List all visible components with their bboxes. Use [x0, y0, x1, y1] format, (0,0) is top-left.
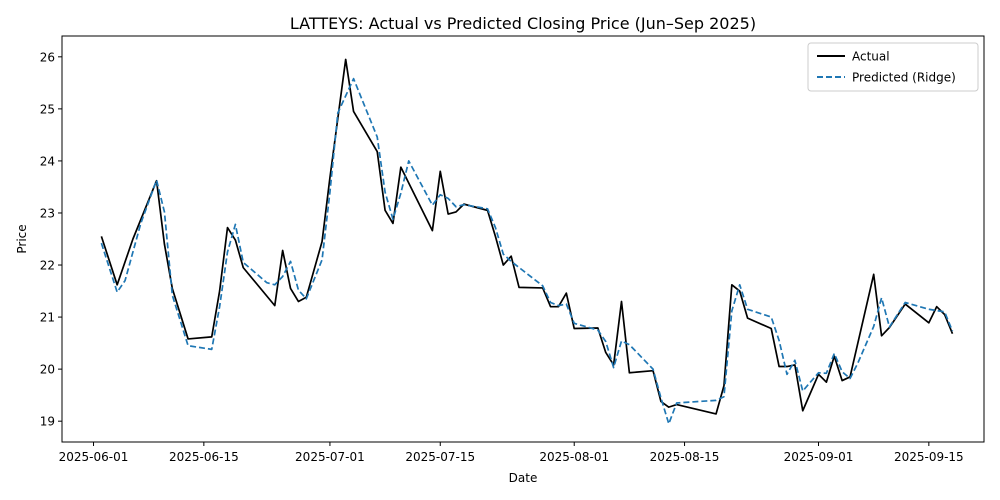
y-tick-label: 19 [40, 415, 55, 429]
y-tick-label: 24 [40, 154, 55, 168]
series-layer [100, 58, 954, 425]
legend: Actual Predicted (Ridge) [807, 42, 979, 92]
y-tick-label: 20 [40, 363, 55, 377]
axes-frame [61, 35, 985, 443]
x-tick-label: 2025-08-15 [650, 450, 720, 464]
x-axis-ticks: 2025-06-01 2025-06-15 2025-07-01 2025-07-15… [59, 442, 964, 464]
x-axis-label: Date [509, 471, 538, 485]
y-tick-label: 26 [40, 50, 55, 64]
chart-title: LATTEYS: Actual vs Predicted Closing Pri… [290, 14, 756, 33]
series-line-actual [100, 58, 954, 415]
y-axis-ticks: 19 20 21 22 23 24 25 26 [40, 50, 62, 429]
x-tick-label: 2025-07-01 [295, 450, 365, 464]
legend-box [807, 42, 979, 92]
y-axis-label: Price [15, 224, 29, 253]
legend-label-actual: Actual [852, 50, 890, 64]
y-tick-label: 22 [40, 259, 55, 273]
y-tick-label: 23 [40, 206, 55, 220]
plot-area [61, 35, 985, 443]
y-tick-label: 25 [40, 102, 55, 116]
x-tick-label: 2025-09-15 [894, 450, 964, 464]
x-tick-label: 2025-08-01 [539, 450, 609, 464]
x-tick-label: 2025-06-15 [169, 450, 239, 464]
x-tick-label: 2025-07-15 [405, 450, 475, 464]
legend-label-predicted: Predicted (Ridge) [852, 71, 956, 85]
y-tick-label: 21 [40, 311, 55, 325]
series-line-predicted [100, 77, 954, 425]
x-tick-label: 2025-06-01 [59, 450, 129, 464]
x-tick-label: 2025-09-01 [784, 450, 854, 464]
